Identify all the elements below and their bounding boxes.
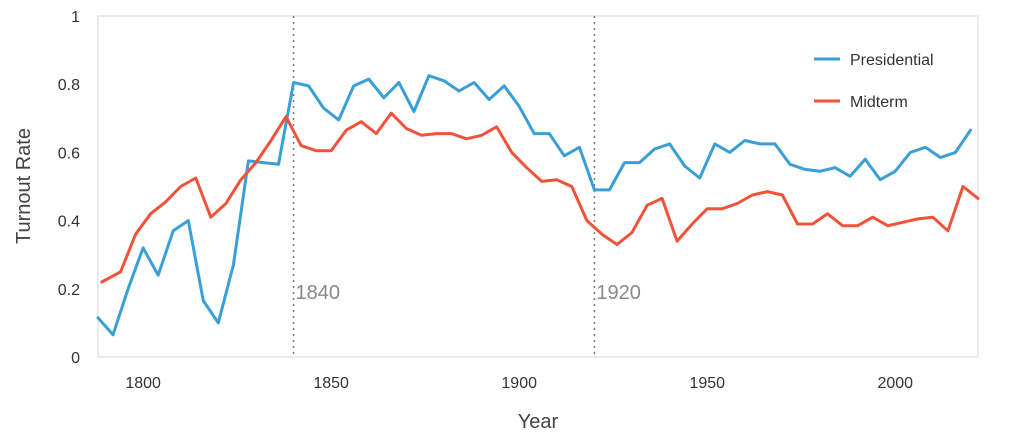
series-line-midterm [100,111,980,284]
y-tick-label: 0.4 [58,214,80,231]
x-tick-label: 2000 [877,375,913,392]
y-tick-label: 0 [71,350,80,367]
annotation-label: 1840 [296,282,341,304]
y-tick-label: 0.8 [58,77,80,94]
legend: Presidential Midterm [814,52,934,111]
y-tick-label: 0.6 [58,145,80,162]
legend-label: Midterm [850,94,908,111]
legend-label: Presidential [850,52,934,69]
y-tick-label: 1 [71,9,80,26]
annotation-label: 1920 [596,282,641,304]
x-tick-label: 1900 [501,375,537,392]
plot-frame [97,15,979,358]
x-tick-label: 1800 [125,375,161,392]
x-axis-title: Year [518,411,559,433]
series-line-presidential [96,74,972,337]
y-axis-title: Turnout Rate [13,128,35,244]
x-tick-label: 1950 [689,375,725,392]
x-tick-label: 1850 [313,375,349,392]
y-tick-label: 0.2 [58,282,80,299]
